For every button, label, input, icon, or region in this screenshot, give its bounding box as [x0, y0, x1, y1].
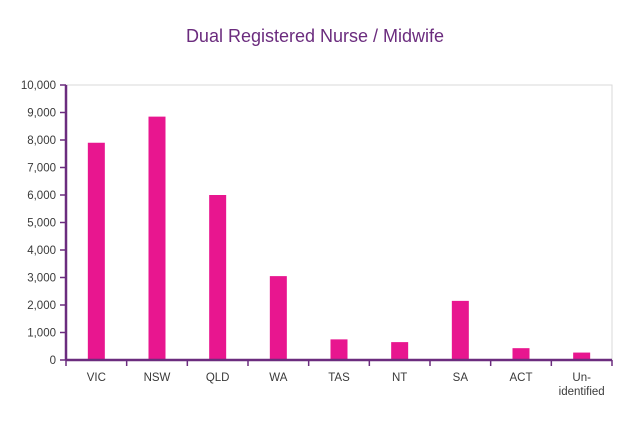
- x-category-label: SA: [453, 372, 469, 384]
- y-tick-label: 9,000: [27, 108, 56, 120]
- y-tick-label: 6,000: [27, 190, 56, 202]
- x-category-label-line: NSW: [144, 372, 171, 384]
- x-category-label-line: SA: [453, 372, 469, 384]
- y-tick-label: 0: [50, 355, 56, 367]
- x-category-label-line: VIC: [87, 372, 106, 384]
- bar-sa: [451, 300, 469, 360]
- bar-act: [512, 348, 530, 360]
- y-tick-label: 10,000: [21, 80, 56, 92]
- x-category-label-line: ACT: [510, 372, 533, 384]
- x-category-label-line: WA: [269, 372, 287, 384]
- x-category-label-line: identified: [559, 386, 605, 398]
- x-category-label-line: QLD: [206, 372, 230, 384]
- x-category-label: NT: [392, 372, 407, 384]
- x-category-label: QLD: [206, 372, 230, 384]
- bar-wa: [269, 276, 287, 360]
- x-category-label: TAS: [328, 372, 350, 384]
- x-category-label: VIC: [87, 372, 106, 384]
- y-tick-label: 4,000: [27, 245, 56, 257]
- x-axis-labels: VIC NSW QLD WA TAS NT SA ACT Un-identified: [65, 360, 613, 398]
- y-tick-label: 1,000: [27, 328, 56, 340]
- x-category-label: Un-identified: [559, 372, 605, 398]
- x-category-label: ACT: [510, 372, 533, 384]
- y-axis-ticks: 0 1,000 2,000 3,000 4,000 5,000 6,000 7,000 8,00…: [21, 80, 66, 367]
- y-tick-label: 3,000: [27, 273, 56, 285]
- bar-nt: [391, 342, 409, 360]
- bar-vic: [87, 142, 105, 360]
- y-tick-label: 8,000: [27, 135, 56, 147]
- y-tick-label: 7,000: [27, 163, 56, 175]
- x-category-label-line: TAS: [328, 372, 350, 384]
- bar-qld: [209, 195, 227, 360]
- y-tick-label: 2,000: [27, 300, 56, 312]
- y-tick-label: 5,000: [27, 218, 56, 230]
- chart-title: Dual Registered Nurse / Midwife: [186, 26, 444, 46]
- x-category-label-line: NT: [392, 372, 407, 384]
- bar-un-identified: [573, 352, 591, 360]
- bar-nsw: [148, 116, 166, 360]
- x-category-label-line: Un-: [572, 372, 591, 384]
- x-category-label: WA: [269, 372, 287, 384]
- bar-tas: [330, 339, 348, 360]
- bars: [87, 116, 591, 360]
- x-category-label: NSW: [144, 372, 171, 384]
